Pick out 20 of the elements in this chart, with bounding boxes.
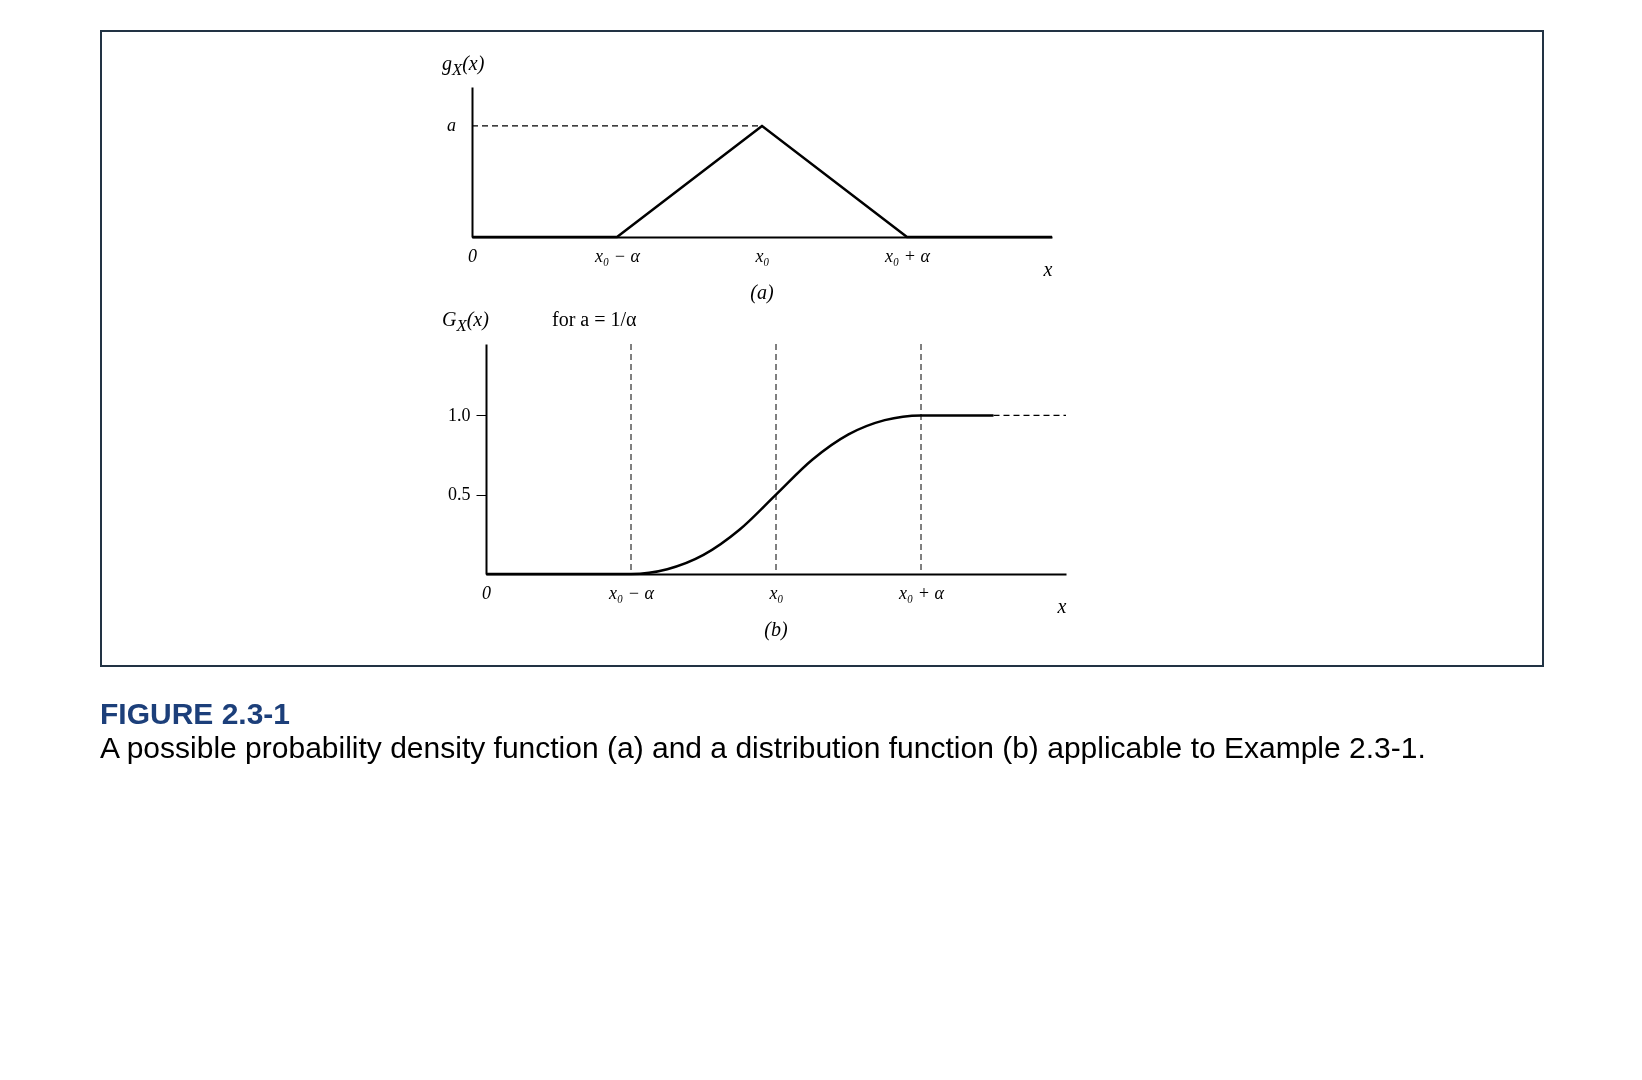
x-tick-label: x₀ + α [898, 582, 945, 603]
text: (a) [750, 281, 774, 304]
y-axis-title: g$_{X}$(x) [442, 52, 485, 80]
caption: FIGURE 2.3-1 [100, 697, 291, 730]
y-tick-label: 0.5 [448, 484, 471, 505]
y-tick-label: 1.0 [448, 404, 471, 425]
text: for a = 1/α [552, 308, 637, 331]
x-tick-label: x₀ − α [594, 245, 641, 266]
x-tick-label: 0 [468, 245, 477, 266]
x-axis-title: x [1042, 257, 1053, 280]
x-tick-label: x₀ + α [884, 245, 931, 266]
x-axis-title: x [1056, 594, 1067, 617]
text: A possible probability density function (a) and a distribution function (b) applicable to Example 2.3-1. [100, 731, 1426, 764]
x-tick-label: x₀ [754, 245, 770, 266]
x-tick-label: x₀ − α [608, 582, 655, 603]
text: (b) [764, 618, 788, 641]
y-axis-title: G$_{X}$(x) [442, 308, 489, 336]
annotation: a [447, 114, 456, 135]
x-tick-label: x₀ [768, 582, 784, 603]
x-tick-label: 0 [482, 582, 491, 603]
